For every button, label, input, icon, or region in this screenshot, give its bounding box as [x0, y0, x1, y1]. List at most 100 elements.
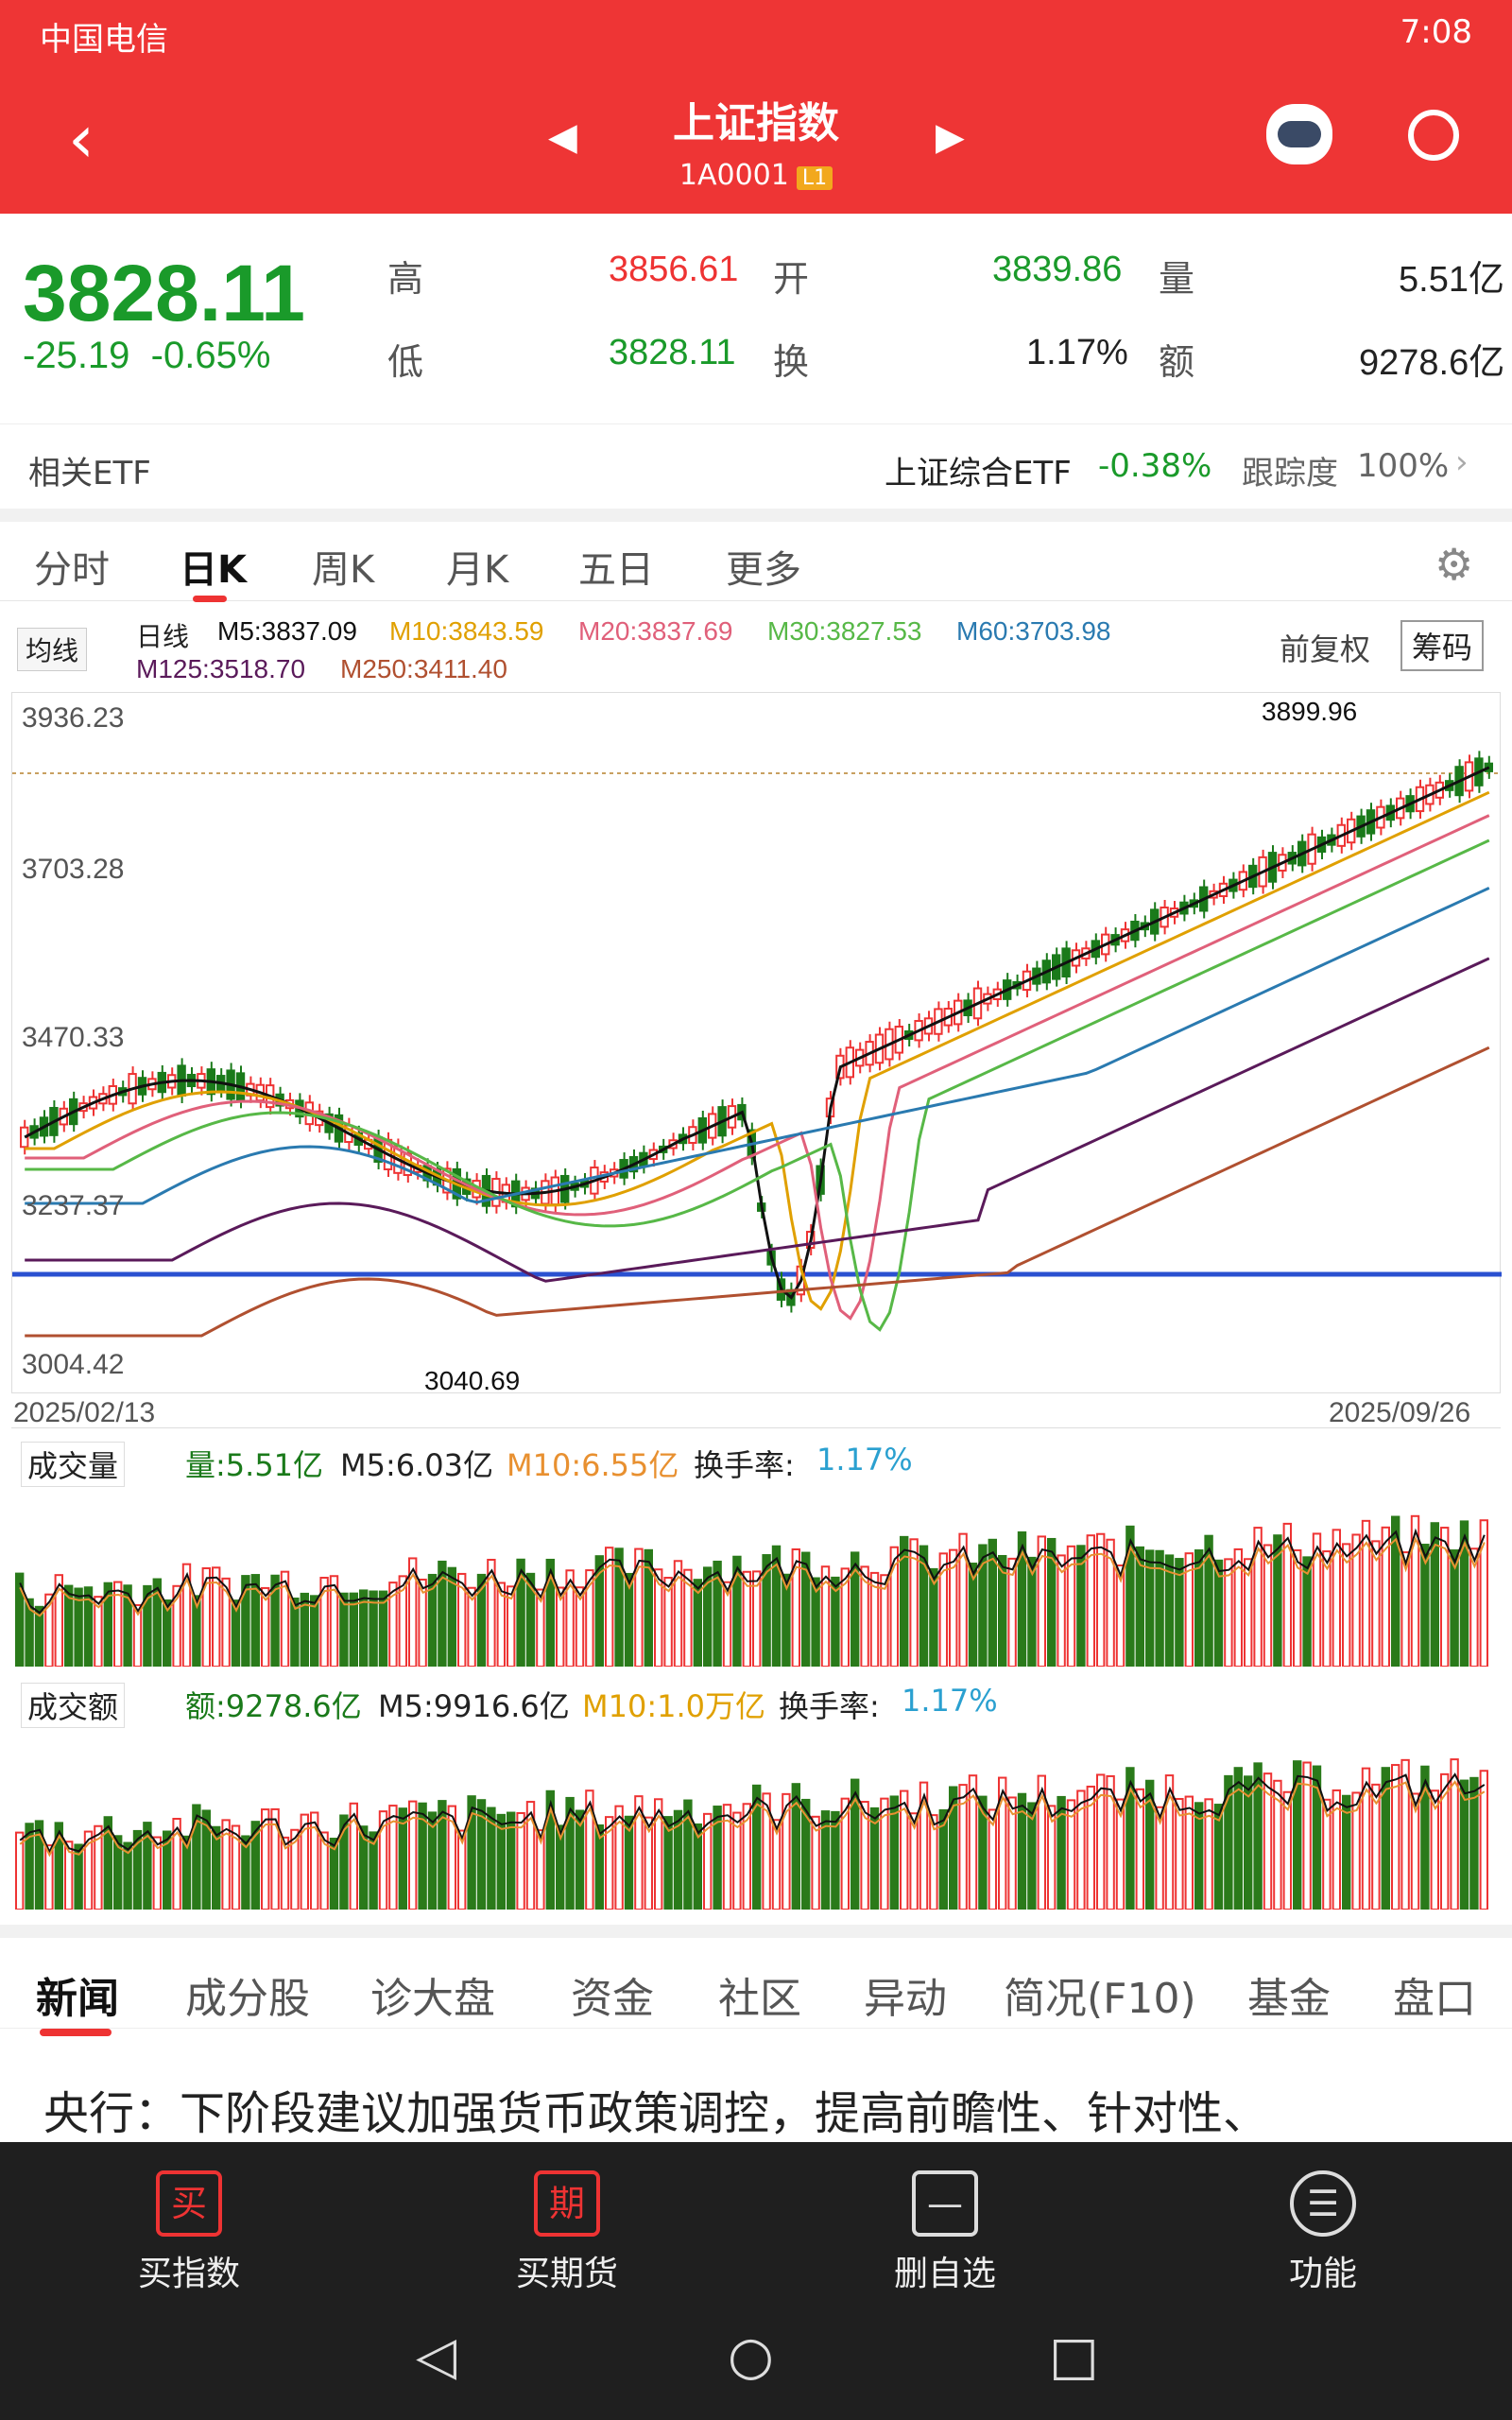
price-change: -25.19 -0.65%: [23, 335, 271, 376]
settings-icon[interactable]: ⚙: [1435, 539, 1474, 590]
tab-components[interactable]: 成分股: [185, 1975, 310, 2023]
tab-weekly-k[interactable]: 周K: [312, 548, 375, 592]
level-badge: L1: [796, 166, 833, 190]
amount-toggle[interactable]: 成交额: [21, 1683, 126, 1728]
status-bar: 中国电信 7:08: [0, 0, 1512, 68]
ma250: M250:3411.40: [340, 654, 507, 683]
back-icon[interactable]: ‹: [68, 100, 94, 178]
chevron-right-icon: ›: [1455, 443, 1469, 481]
kline-chart[interactable]: 3936.23 3703.28 3470.33 3237.37 3004.42 …: [11, 692, 1502, 1395]
nav-home-icon[interactable]: ○: [728, 2325, 774, 2387]
amount-m5: M5:9916.6亿: [378, 1688, 570, 1724]
tab-daily-k[interactable]: 日K: [180, 539, 247, 602]
tab-funds[interactable]: 资金: [571, 1975, 654, 2023]
amount-turn-label: 换手率:: [779, 1688, 880, 1724]
chip-button[interactable]: 筹码: [1400, 620, 1485, 671]
track-value: 100%: [1357, 447, 1450, 485]
ma60: M60:3703.98: [956, 616, 1111, 646]
ma-toggle[interactable]: 均线: [17, 628, 88, 671]
high-label: 高: [387, 260, 424, 300]
volume-value: 5.51亿: [1399, 260, 1504, 300]
volume-toggle[interactable]: 成交量: [21, 1442, 126, 1487]
y-tick-3: 3470.33: [22, 1022, 125, 1053]
low-label: 低: [387, 343, 424, 383]
volume-value: 量:5.51亿: [185, 1447, 324, 1483]
stock-code: 1A0001 L1: [0, 159, 1512, 192]
nav-back-icon[interactable]: ◁: [416, 2325, 457, 2387]
menu-icon: ☰: [1290, 2170, 1356, 2237]
news-headline[interactable]: 央行：下阶段建议加强货币政策调控，提高前瞻性、针对性、: [43, 2087, 1269, 2140]
ma20: M20:3837.69: [578, 616, 733, 646]
remove-icon: —: [912, 2170, 978, 2237]
turnover-label: 换: [773, 343, 810, 383]
ma10: M10:3843.59: [389, 616, 544, 646]
nav-recent-icon[interactable]: □: [1049, 2325, 1099, 2387]
bottom-toolbar: 买买指数 期买期货 — 删自选 ☰ 功能: [0, 2142, 1512, 2420]
amount-panel: 成交额 额:9278.6亿 M5:9916.6亿 M10:1.0万亿 换手率: …: [11, 1669, 1501, 1911]
assistant-robot-icon[interactable]: [1266, 104, 1332, 164]
tab-fund[interactable]: 基金: [1247, 1975, 1331, 2023]
period-tabs: 分时 日K 周K 月K 五日 更多 ⚙: [0, 522, 1512, 602]
y-tick-5: 3004.42: [22, 1349, 125, 1380]
related-etf-row[interactable]: 相关ETF 上证综合ETF -0.38% 跟踪度 100% ›: [0, 424, 1512, 509]
buy-icon: 买: [156, 2170, 222, 2237]
tab-changes[interactable]: 异动: [864, 1975, 947, 2023]
high-value: 3856.61: [609, 250, 739, 289]
futures-icon: 期: [534, 2170, 600, 2237]
tab-more[interactable]: 更多: [726, 548, 801, 592]
functions-button[interactable]: ☰ 功能: [1228, 2170, 1418, 2295]
y-tick-2: 3703.28: [22, 854, 125, 885]
header: ‹ ◀ 上证指数 1A0001 L1 ▶: [0, 68, 1512, 214]
etf-name: 上证综合ETF: [885, 455, 1072, 493]
amount-label: 额: [1159, 343, 1195, 383]
tab-news[interactable]: 新闻: [36, 1964, 119, 2036]
tab-orderbook[interactable]: 盘口: [1393, 1975, 1476, 2023]
tab-intraday[interactable]: 分时: [34, 548, 110, 592]
tab-monthly-k[interactable]: 月K: [446, 548, 509, 592]
carrier: 中国电信: [40, 21, 168, 59]
tab-diagnose[interactable]: 诊大盘: [370, 1975, 495, 2023]
date-end: 2025/09/26: [1329, 1397, 1471, 1428]
remove-watchlist-button[interactable]: — 删自选: [850, 2170, 1040, 2295]
date-start: 2025/02/13: [13, 1397, 156, 1428]
prev-stock-icon[interactable]: ◀: [548, 115, 577, 159]
amount-value: 额:9278.6亿: [185, 1688, 362, 1724]
amount-value: 9278.6亿: [1359, 343, 1505, 383]
buy-futures-button[interactable]: 期买期货: [472, 2170, 662, 2295]
clock: 7:08: [1400, 13, 1472, 51]
volume-turn: 1.17%: [816, 1442, 913, 1478]
ma125: M125:3518.70: [136, 654, 306, 683]
search-icon[interactable]: [1408, 110, 1459, 161]
low-value: 3828.11: [609, 333, 736, 372]
volume-turn-label: 换手率:: [694, 1447, 795, 1483]
high-marker: 3899.96: [1262, 697, 1358, 726]
turnover-value: 1.17%: [1026, 333, 1128, 372]
volume-label: 量: [1159, 260, 1195, 300]
etf-change: -0.38%: [1098, 447, 1212, 485]
period-label: 日线: [136, 622, 190, 651]
ma5: M5:3837.09: [217, 616, 357, 646]
open-label: 开: [773, 260, 810, 300]
quote-panel: 3828.11 -25.19 -0.65% 高 3856.61 开 3839.8…: [0, 214, 1512, 424]
amount-m10: M10:1.0万亿: [582, 1688, 766, 1724]
volume-panel: 成交量 量:5.51亿 M5:6.03亿 M10:6.55亿 换手率: 1.17…: [11, 1427, 1501, 1668]
next-stock-icon[interactable]: ▶: [936, 115, 965, 159]
etf-label: 相关ETF: [28, 455, 151, 493]
tab-community[interactable]: 社区: [718, 1975, 801, 2023]
open-value: 3839.86: [992, 250, 1123, 289]
volume-m10: M10:6.55亿: [507, 1447, 679, 1483]
y-tick-1: 3936.23: [22, 702, 125, 734]
news-tabs: 新闻 成分股 诊大盘 资金 社区 异动 简况(F10) 基金 盘口: [0, 1925, 1512, 2036]
buy-index-button[interactable]: 买买指数: [94, 2170, 284, 2295]
y-tick-4: 3237.37: [22, 1190, 125, 1221]
tab-five-day[interactable]: 五日: [578, 548, 654, 592]
current-price: 3828.11: [23, 249, 306, 337]
low-marker: 3040.69: [424, 1366, 521, 1395]
kline-svg: [12, 751, 1502, 1338]
adjust-mode[interactable]: 前复权: [1280, 632, 1371, 666]
amount-turn: 1.17%: [902, 1683, 998, 1719]
track-label: 跟踪度: [1242, 455, 1338, 493]
tab-profile[interactable]: 简况(F10): [1004, 1975, 1196, 2023]
ma30: M30:3827.53: [767, 616, 922, 646]
volume-m5: M5:6.03亿: [340, 1447, 494, 1483]
